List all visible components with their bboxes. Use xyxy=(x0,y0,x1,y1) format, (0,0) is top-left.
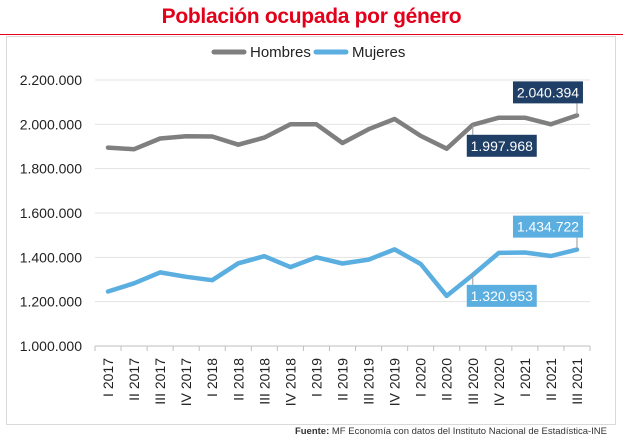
x-tick-label: III 2018 xyxy=(256,358,272,405)
x-tick-label: IV 2020 xyxy=(491,358,507,406)
annotation-box xyxy=(466,134,537,157)
y-tick-label: 1.400.000 xyxy=(20,249,82,265)
annotation-box xyxy=(512,215,583,238)
x-tick-label: I 2018 xyxy=(204,358,220,397)
source-note: Fuente: MF Economía con datos del Instit… xyxy=(295,426,607,437)
annotation-box xyxy=(512,81,583,104)
x-tick-label: III 2020 xyxy=(465,358,481,405)
annotation-box xyxy=(466,284,537,307)
series-line-hombres xyxy=(105,113,580,152)
chart-title: Población ocupada por género xyxy=(161,5,462,28)
series-line-mujeres xyxy=(105,247,580,299)
x-tick-label: II 2018 xyxy=(230,358,246,401)
x-tick-label: IV 2019 xyxy=(387,358,403,406)
annotation-label: 1.320.953 xyxy=(471,288,533,304)
x-tick-label: I 2019 xyxy=(308,358,324,397)
x-tick-label: I 2021 xyxy=(517,358,533,397)
y-tick-label: 1.200.000 xyxy=(20,294,82,310)
title-rule xyxy=(0,34,623,35)
annotation-label: 1.997.968 xyxy=(471,138,533,154)
x-tick-label: II 2020 xyxy=(439,358,455,401)
y-tick-label: 2.200.000 xyxy=(20,72,82,88)
legend-label-mujeres: Mujeres xyxy=(352,44,405,61)
y-tick-label: 2.000.000 xyxy=(20,116,82,132)
x-tick-label: III 2017 xyxy=(152,358,168,405)
source-label: Fuente: xyxy=(294,426,330,437)
x-tick-label: III 2019 xyxy=(361,358,377,405)
x-tick-label: III 2021 xyxy=(569,358,585,405)
x-tick-label: IV 2017 xyxy=(178,358,194,406)
y-tick-label: 1.600.000 xyxy=(20,205,82,221)
x-tick-label: II 2021 xyxy=(543,358,559,401)
annotation-label: 1.434.722 xyxy=(517,219,579,235)
chart-frame xyxy=(6,36,616,425)
x-tick-label: IV 2018 xyxy=(282,358,298,406)
y-tick-label: 1.800.000 xyxy=(20,161,82,177)
y-tick-label: 1.000.000 xyxy=(20,338,82,354)
annotation-label: 2.040.394 xyxy=(517,84,579,100)
source-text: MF Economía con datos del Instituto Naci… xyxy=(329,426,607,437)
x-tick-label: II 2019 xyxy=(335,358,351,401)
x-tick-label: I 2017 xyxy=(100,358,116,397)
x-tick-label: II 2017 xyxy=(126,358,142,401)
x-tick-label: I 2020 xyxy=(413,358,429,397)
legend-label-hombres: Hombres xyxy=(250,44,311,61)
